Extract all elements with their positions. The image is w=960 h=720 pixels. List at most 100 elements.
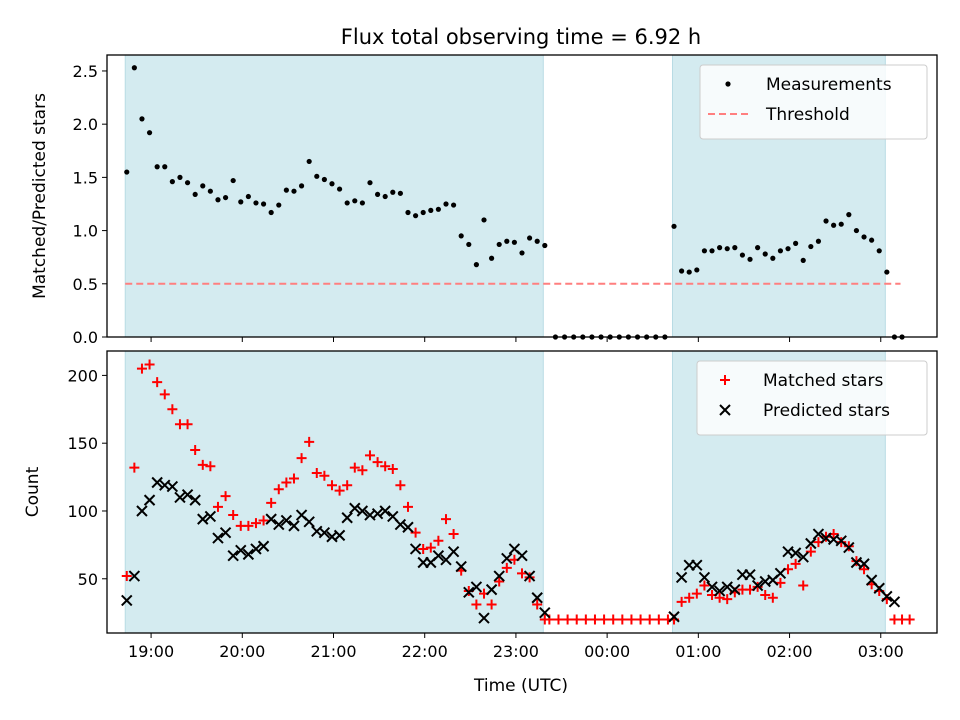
measurement-point <box>488 255 495 261</box>
matched-stars-point <box>334 485 345 496</box>
top-panel-ylabel: Matched/Predicted stars <box>30 93 50 299</box>
bottom-panel-ylabel: Count <box>23 466 43 517</box>
measurement-point <box>412 213 419 219</box>
matched-stars-point <box>258 515 269 526</box>
predicted-stars-point <box>478 612 490 624</box>
measurement-point <box>298 183 305 189</box>
predicted-stars-point <box>227 550 239 562</box>
measurement-point <box>709 248 715 254</box>
predicted-stars-point <box>812 528 825 540</box>
measurement-point <box>283 187 289 193</box>
measurement-point <box>382 193 388 200</box>
predicted-stars-point <box>706 581 718 593</box>
legend-label: Predicted stars <box>763 401 890 421</box>
matched-stars-point <box>653 614 664 625</box>
measurement-point <box>473 262 479 268</box>
matched-stars-point <box>296 453 307 464</box>
predicted-stars-point <box>394 518 407 531</box>
measurement-point <box>374 191 381 198</box>
y-tick-label: 0.5 <box>73 275 98 294</box>
measurement-point <box>169 179 175 185</box>
x-tick-label: 20:00 <box>219 642 265 661</box>
predicted-stars-point <box>257 540 270 552</box>
predicted-stars-point <box>523 570 536 582</box>
measurement-point <box>291 188 297 194</box>
predicted-stars-point <box>197 513 209 525</box>
legend-marker <box>719 404 731 416</box>
matched-stars-point <box>281 477 292 488</box>
measurement-point <box>192 191 198 198</box>
x-axis-label: Time (UTC) <box>473 676 568 696</box>
predicted-stars-point <box>402 521 414 533</box>
predicted-stars-point <box>349 502 361 514</box>
predicted-stars-point <box>265 513 277 525</box>
measurement-point <box>131 65 137 71</box>
matched-stars-point <box>402 501 413 512</box>
matched-stars-point <box>349 462 360 473</box>
predicted-stars-point <box>128 570 141 582</box>
measurement-point <box>420 209 426 216</box>
measurement-point <box>245 193 251 200</box>
y-tick-label: 100 <box>67 502 98 521</box>
matched-stars-point <box>129 462 140 473</box>
matched-stars-point <box>311 468 322 479</box>
predicted-stars-point <box>242 548 255 561</box>
x-tick-label: 03:00 <box>858 642 904 661</box>
predicted-stars-point <box>539 606 551 619</box>
predicted-stars-point <box>288 520 300 532</box>
measurement-point <box>755 245 761 251</box>
measurement-point <box>747 256 753 262</box>
matched-stars-point <box>798 580 809 591</box>
measurement-point <box>519 250 525 256</box>
x-tick-label: 01:00 <box>675 642 721 661</box>
measurement-point <box>154 164 160 170</box>
matched-stars-point <box>152 377 163 388</box>
bottom-panel-frame <box>106 350 938 634</box>
measurement-point <box>405 209 411 216</box>
measurement-point <box>139 116 145 122</box>
measurement-point <box>397 190 403 196</box>
measurement-point <box>184 180 191 186</box>
measurement-point <box>443 201 449 207</box>
legend-box <box>696 360 928 436</box>
observing-window <box>125 351 544 633</box>
predicted-stars-point <box>143 494 156 506</box>
predicted-stars-point <box>212 532 224 544</box>
measurement-point <box>458 233 464 239</box>
matched-stars-point <box>372 457 383 468</box>
predicted-stars-point <box>174 491 186 504</box>
legend-label: Matched stars <box>763 371 883 391</box>
matched-stars-point <box>608 614 619 625</box>
predicted-stars-point <box>371 507 384 520</box>
matched-stars-point <box>532 599 543 610</box>
measurement-point <box>260 201 267 207</box>
predicted-stars-point <box>744 568 756 581</box>
predicted-stars-point <box>493 570 505 582</box>
predicted-stars-point <box>713 585 726 597</box>
predicted-stars-point <box>136 505 148 517</box>
predicted-stars-point <box>219 526 232 539</box>
matched-stars-point <box>380 461 391 472</box>
measurement-point <box>390 189 396 195</box>
predicted-stars-point <box>888 596 901 608</box>
measurement-point <box>838 221 844 227</box>
y-tick-label: 1.5 <box>73 168 98 187</box>
measurement-point <box>177 174 183 180</box>
measurement-point <box>800 257 806 263</box>
predicted-stars-point <box>501 552 513 565</box>
measurement-point <box>352 198 358 204</box>
matched-stars-point <box>418 543 429 554</box>
measurement-point <box>481 217 487 223</box>
matched-stars-point <box>190 444 201 455</box>
measurement-point <box>321 176 327 183</box>
matched-stars-point <box>167 404 178 415</box>
matched-stars-point <box>364 450 375 461</box>
matched-stars-point <box>387 463 398 474</box>
measurement-point <box>162 164 168 170</box>
matched-stars-point <box>501 562 512 573</box>
matched-stars-point <box>448 529 459 540</box>
measurement-point <box>527 235 533 241</box>
legend-marker <box>720 375 730 385</box>
matched-stars-point <box>440 514 451 525</box>
predicted-stars-point <box>235 544 247 557</box>
